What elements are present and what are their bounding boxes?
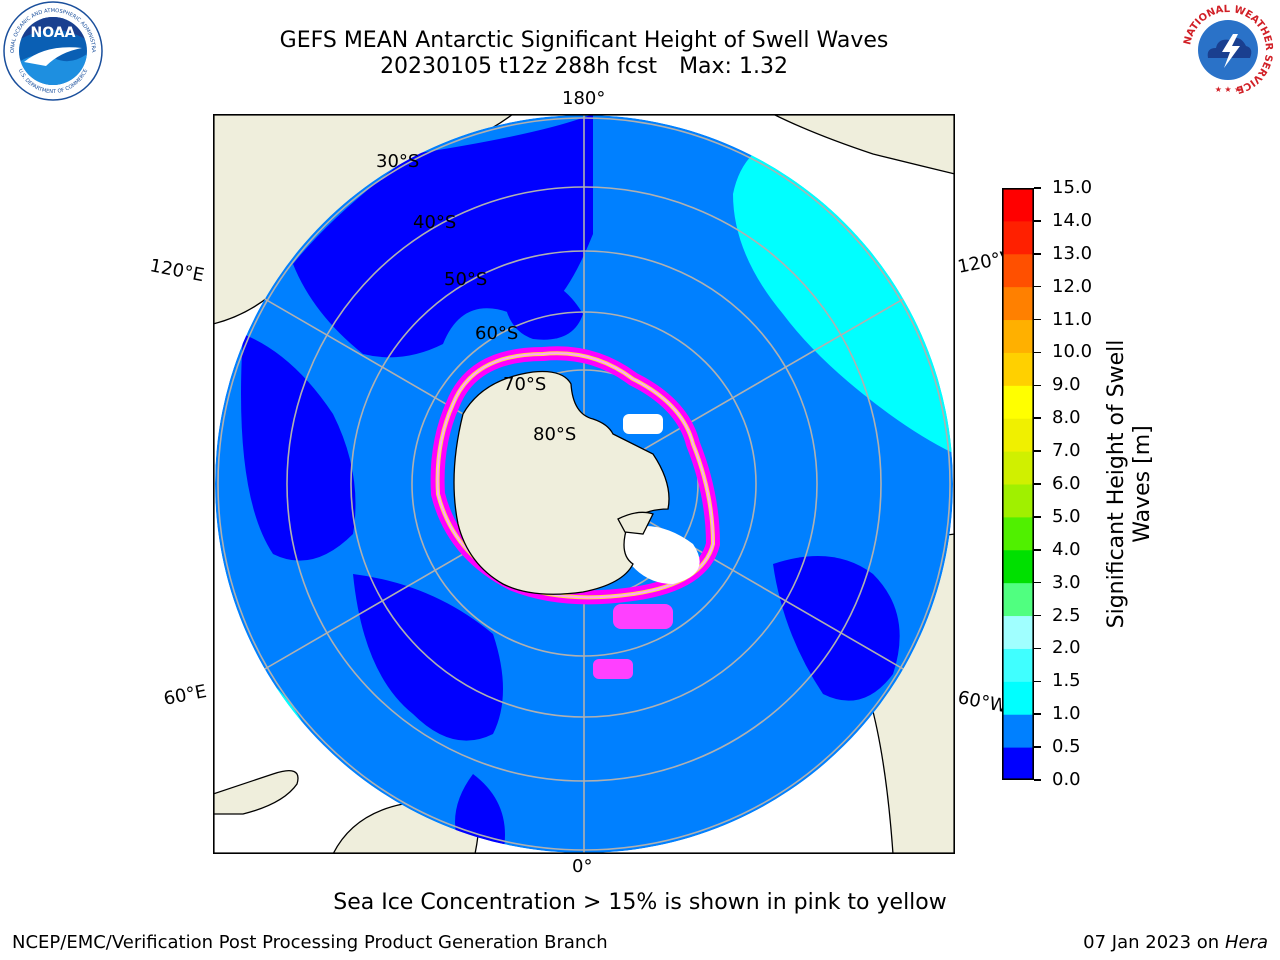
- colorbar-tick-label: 13.0: [1052, 242, 1093, 264]
- lon-label-60w: 60°W: [956, 687, 1009, 718]
- colorbar-segment: [1002, 418, 1034, 452]
- antarctica: [453, 370, 670, 595]
- colorbar-label-text: Significant Height of Swell Waves [m]: [1104, 339, 1155, 629]
- forecast-date: 20230105 t12z 288h fcst: [380, 54, 658, 79]
- colorbar-segment: [1002, 648, 1034, 682]
- colorbar-segment: [1002, 747, 1034, 780]
- colorbar-tick-label: 1.0: [1052, 703, 1081, 725]
- colorbar-segment: [1002, 385, 1034, 419]
- footer-date-text: 07 Jan 2023 on: [1083, 932, 1220, 953]
- colorbar-tick-mark: [1034, 384, 1041, 387]
- colorbar-tick-mark: [1034, 253, 1041, 255]
- lon-label-60e: 60°E: [161, 680, 209, 710]
- colorbar: [1002, 188, 1034, 780]
- colorbar-segment: [1002, 714, 1034, 748]
- max-value: Max: 1.32: [679, 54, 788, 79]
- colorbar-tick-label: 12.0: [1052, 275, 1093, 297]
- lat-label-80s: 80°S: [533, 424, 577, 445]
- colorbar-segment: [1002, 253, 1034, 288]
- colorbar-tick-label: 6.0: [1052, 473, 1081, 494]
- colorbar-tick-label: 10.0: [1052, 341, 1093, 363]
- footer-credit: NCEP/EMC/Verification Post Processing Pr…: [12, 932, 608, 953]
- colorbar-tick-label: 3.0: [1052, 571, 1081, 593]
- colorbar-tick-mark: [1034, 779, 1041, 781]
- colorbar-segment: [1002, 451, 1034, 485]
- colorbar-segment: [1002, 286, 1034, 321]
- caption: Sea Ice Concentration > 15% is shown in …: [333, 890, 947, 915]
- colorbar-tick-label: 14.0: [1052, 209, 1093, 231]
- polar-map: [213, 114, 955, 854]
- colorbar-tick-mark: [1034, 549, 1041, 551]
- colorbar-tick-mark: [1034, 713, 1041, 715]
- colorbar-tick-mark: [1034, 516, 1041, 518]
- noaa-logo: NATIONAL OCEANIC AND ATMOSPHERIC ADMINIS…: [2, 0, 103, 101]
- colorbar-tick-mark: [1034, 285, 1041, 288]
- colorbar-tick-mark: [1034, 220, 1041, 222]
- colorbar-tick-label: 1.5: [1052, 670, 1081, 692]
- colorbar-tick-mark: [1034, 450, 1041, 452]
- antarctic-peninsula: [617, 511, 654, 535]
- colorbar-segment: [1002, 188, 1034, 222]
- colorbar-segment: [1002, 220, 1034, 255]
- lon-label-0: 0°: [572, 856, 593, 877]
- footer-date: 07 Jan 2023 on Hera: [1083, 932, 1268, 953]
- colorbar-tick-label: 15.0: [1052, 177, 1093, 198]
- colorbar-tick-label: 0.5: [1052, 736, 1081, 758]
- colorbar-tick-mark: [1034, 746, 1041, 748]
- colorbar-tick-mark: [1034, 647, 1041, 650]
- colorbar-tick-mark: [1034, 351, 1041, 354]
- colorbar-tick-label: 4.0: [1052, 538, 1081, 560]
- colorbar-tick-mark: [1034, 187, 1041, 189]
- chart-subtitle: 20230105 t12z 288h fcst Max: 1.32: [0, 54, 1168, 80]
- colorbar-tick-mark: [1034, 318, 1041, 321]
- colorbar-tick-mark: [1034, 483, 1041, 485]
- swell-low-areas: [241, 115, 900, 853]
- colorbar-segment: [1002, 516, 1034, 551]
- sea-ice: [430, 346, 721, 605]
- lat-label-70s: 70°S: [503, 374, 547, 395]
- sea-ice-patches: [593, 414, 700, 679]
- colorbar-segment: [1002, 615, 1034, 649]
- colorbar-tick-mark: [1034, 417, 1041, 419]
- colorbar-tick-label: 8.0: [1052, 407, 1081, 429]
- colorbar-tick-label: 5.0: [1052, 505, 1081, 527]
- colorbar-tick-label: 11.0: [1052, 308, 1093, 330]
- colorbar-segment: [1002, 549, 1034, 584]
- colorbar-segment: [1002, 582, 1034, 617]
- colorbar-segment: [1002, 319, 1034, 353]
- lat-label-40s: 40°S: [413, 212, 457, 233]
- colorbar-segment: [1002, 681, 1034, 715]
- colorbar-tick-label: 0.0: [1052, 769, 1081, 790]
- colorbar-tick-label: 9.0: [1052, 374, 1081, 396]
- colorbar-tick-mark: [1034, 614, 1041, 617]
- colorbar-border: [1002, 188, 1034, 780]
- colorbar-tick-mark: [1034, 581, 1041, 584]
- colorbar-tick-label: 2.0: [1052, 637, 1081, 659]
- colorbar-segment: [1002, 484, 1034, 518]
- lat-label-30s: 30°S: [376, 151, 420, 172]
- nws-logo: NATIONAL WEATHER SERVICE ★ ★ ★: [1180, 2, 1276, 98]
- colorbar-tick-label: 2.5: [1052, 604, 1081, 626]
- svg-text:NOAA: NOAA: [31, 25, 76, 41]
- lon-label-180: 180°: [562, 88, 606, 109]
- lon-label-120e: 120°E: [148, 255, 206, 287]
- chart-title: GEFS MEAN Antarctic Significant Height o…: [279, 28, 889, 53]
- colorbar-segment: [1002, 352, 1034, 386]
- colorbar-tick-mark: [1034, 680, 1041, 683]
- footer-host: Hera: [1224, 932, 1268, 953]
- lat-label-60s: 60°S: [475, 323, 519, 344]
- lat-label-50s: 50°S: [444, 269, 488, 290]
- colorbar-tick-label: 7.0: [1052, 440, 1081, 462]
- svg-text:★ ★ ★: ★ ★ ★: [1215, 85, 1242, 94]
